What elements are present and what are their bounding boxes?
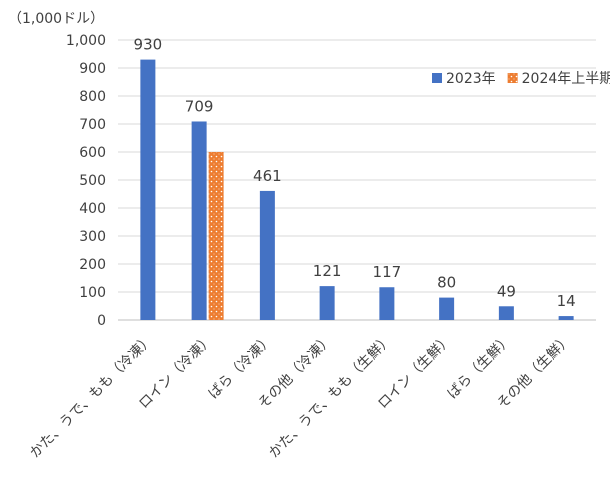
data-label: 49 bbox=[497, 282, 516, 300]
y-tick-label: 500 bbox=[79, 173, 106, 189]
y-tick-label: 300 bbox=[79, 229, 106, 245]
y-tick-label: 800 bbox=[79, 89, 106, 105]
x-tick-label: かた、うで、もも（生鮮） bbox=[266, 332, 396, 462]
legend-label: 2024年上半期 bbox=[522, 71, 610, 87]
x-tick-labels: かた、うで、もも（冷凍）ロイン（冷凍）ばら（冷凍）その他（冷凍）かた、うで、もも… bbox=[27, 332, 575, 462]
bar-2023 bbox=[558, 316, 574, 320]
legend-label: 2023年 bbox=[446, 71, 496, 87]
y-axis-title: （1,000ドル） bbox=[8, 11, 104, 27]
bar-2023 bbox=[498, 306, 514, 320]
data-label: 930 bbox=[134, 36, 163, 54]
y-tick-label: 900 bbox=[79, 61, 106, 77]
y-tick-labels: 0 100 200 300 400 500 600 700 800 900 1,000 bbox=[66, 33, 106, 329]
y-tick-label: 200 bbox=[79, 257, 106, 273]
y-tick-label: 1,000 bbox=[66, 33, 106, 49]
y-tick-label: 0 bbox=[97, 313, 106, 329]
data-label: 461 bbox=[253, 167, 282, 185]
y-tick-label: 600 bbox=[79, 145, 106, 161]
y-tick-label: 400 bbox=[79, 201, 106, 217]
legend-swatch-2024-h1 bbox=[507, 73, 518, 83]
data-label: 709 bbox=[185, 97, 214, 115]
bar-2023 bbox=[191, 121, 207, 320]
bar-2023 bbox=[259, 190, 275, 320]
y-tick-label: 700 bbox=[79, 117, 106, 133]
data-label: 14 bbox=[557, 292, 576, 310]
data-label: 117 bbox=[373, 263, 402, 281]
x-tick-label: かた、うで、もも（冷凍） bbox=[27, 332, 157, 462]
y-tick-label: 100 bbox=[79, 285, 106, 301]
legend-swatch-2023 bbox=[432, 73, 442, 83]
bar-2023 bbox=[319, 286, 335, 320]
bar-2023 bbox=[379, 287, 395, 320]
data-labels: 930 709 461 121 117 80 49 14 bbox=[134, 36, 576, 310]
data-label: 121 bbox=[313, 262, 342, 280]
bars bbox=[140, 59, 574, 320]
legend: 2023年 2024年上半期 bbox=[432, 71, 610, 87]
bar-2023 bbox=[140, 59, 156, 320]
bar-2024-h1 bbox=[208, 152, 224, 320]
bar-2023 bbox=[439, 297, 455, 320]
data-label: 80 bbox=[437, 274, 456, 292]
